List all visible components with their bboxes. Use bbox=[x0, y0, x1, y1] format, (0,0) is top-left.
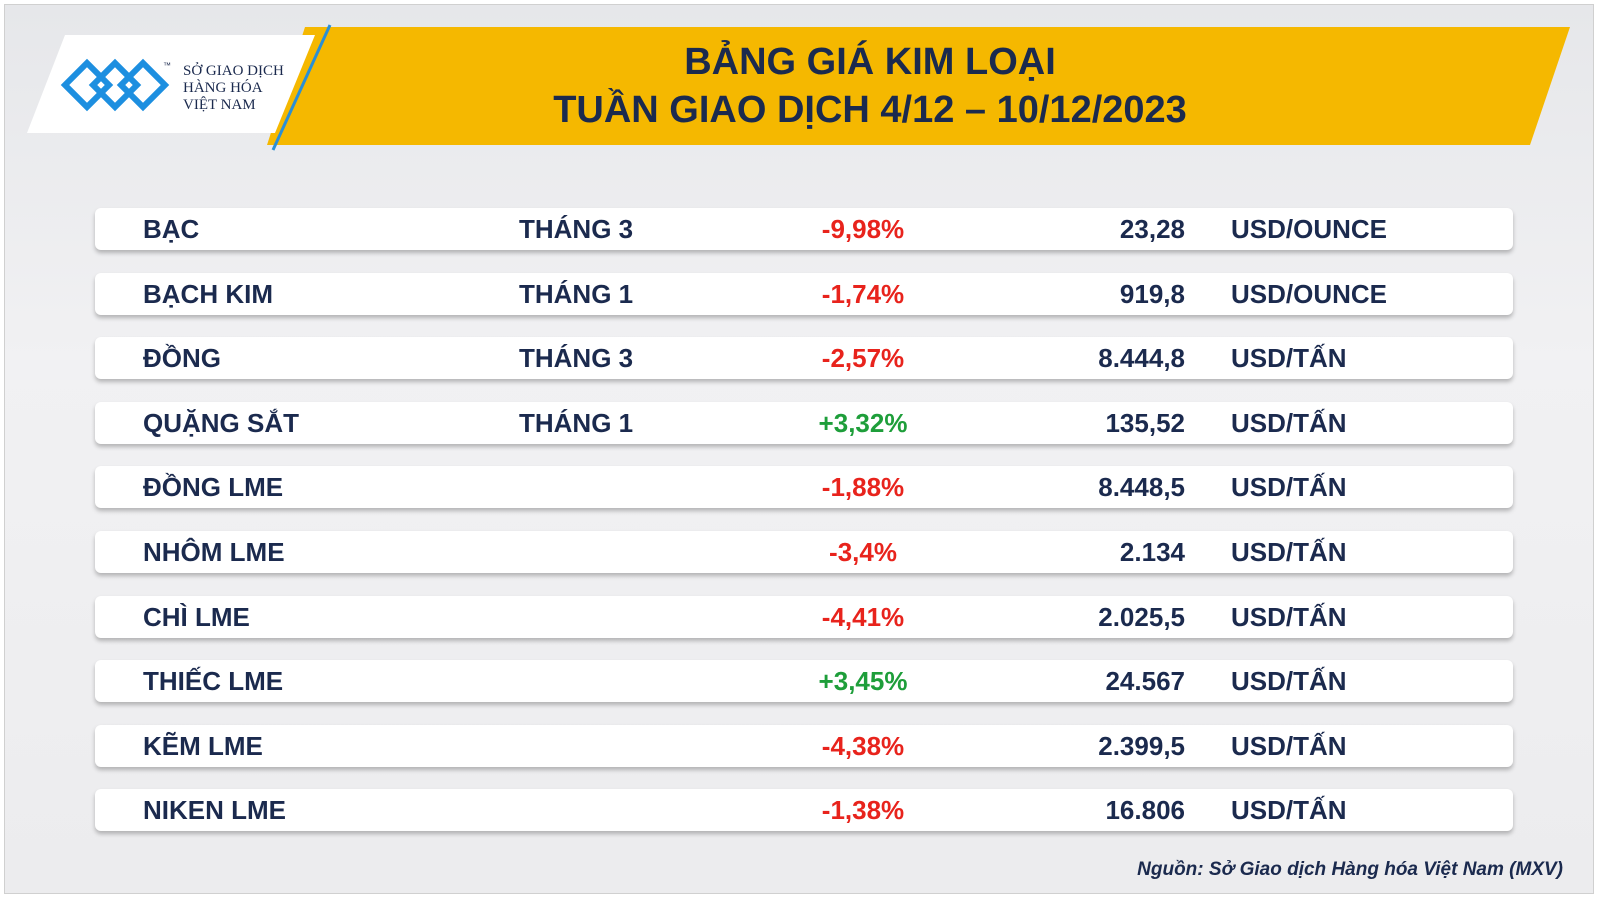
weekly-change: +3,45% bbox=[818, 666, 908, 697]
price: 8.444,8 bbox=[1098, 343, 1185, 374]
weekly-change: -1,38% bbox=[821, 795, 905, 826]
weekly-change: -4,41% bbox=[821, 601, 905, 632]
unit: USD/TẤN bbox=[1231, 407, 1347, 438]
price: 23,28 bbox=[1119, 214, 1185, 244]
logo-stripe bbox=[271, 24, 332, 151]
contract-month: THÁNG 1 bbox=[519, 407, 634, 438]
table-row: CHÌ LME -4,41% 2.025,5 USD/TẤN bbox=[95, 595, 1513, 638]
table-row: KẼM LME -4,38% 2.399,5 USD/TẤN bbox=[95, 724, 1513, 767]
unit: USD/TẤN bbox=[1231, 343, 1347, 374]
weekly-change: -1,88% bbox=[821, 472, 905, 503]
table-row: ĐỒNG LME -1,88% 8.448,5 USD/TẤN bbox=[95, 466, 1513, 509]
price: 16.806 bbox=[1105, 795, 1185, 826]
page: ™ SỞ GIAO DỊCH HÀNG HÓA VIỆT NAM BẢNG GI… bbox=[4, 4, 1594, 894]
table-row: BẠCH KIM THÁNG 1 -1,74% 919,8 USD/OUNCE bbox=[95, 272, 1513, 315]
unit: USD/TẤN bbox=[1231, 537, 1347, 567]
title: BẢNG GIÁ KIM LOẠI bbox=[684, 41, 1056, 83]
trademark: ™ bbox=[163, 61, 171, 70]
logo-line: SỞ GIAO DỊCH bbox=[183, 63, 284, 79]
unit: USD/OUNCE bbox=[1231, 278, 1388, 309]
unit: USD/TẤN bbox=[1231, 730, 1347, 761]
metal-name: ĐỒNG bbox=[143, 343, 221, 374]
unit: USD/TẤN bbox=[1231, 472, 1347, 503]
logo-line: VIỆT NAM bbox=[183, 97, 256, 113]
metal-name: NIKEN LME bbox=[143, 795, 286, 826]
price: 2.399,5 bbox=[1098, 730, 1185, 761]
price: 919,8 bbox=[1119, 278, 1185, 309]
weekly-change: -1,74% bbox=[821, 278, 905, 309]
title-banner bbox=[267, 27, 1570, 145]
metal-name: KẼM LME bbox=[143, 730, 263, 761]
unit: USD/TẤN bbox=[1231, 795, 1347, 826]
metal-name: BẠC bbox=[143, 214, 200, 244]
weekly-change: -3,4% bbox=[829, 537, 897, 567]
table-row: NIKEN LME -1,38% 16.806 USD/TẤN bbox=[95, 789, 1513, 832]
price: 24.567 bbox=[1105, 666, 1185, 697]
source: Nguồn: Sở Giao dịch Hàng hóa Việt Nam (M… bbox=[1137, 859, 1563, 880]
metal-name: NHÔM LME bbox=[143, 537, 285, 567]
price: 135,52 bbox=[1105, 407, 1185, 438]
logo-line: HÀNG HÓA bbox=[183, 80, 263, 96]
logo-mark bbox=[60, 58, 170, 112]
table-row: BẠC THÁNG 3 -9,98% 23,28 USD/OUNCE bbox=[95, 208, 1513, 250]
unit: USD/TẤN bbox=[1231, 666, 1347, 697]
price: 8.448,5 bbox=[1098, 472, 1185, 503]
weekly-change: -9,98% bbox=[821, 214, 905, 244]
metal-name: BẠCH KIM bbox=[143, 278, 273, 309]
price: 2.025,5 bbox=[1098, 601, 1185, 632]
unit: USD/OUNCE bbox=[1231, 214, 1388, 244]
table-row: ĐỒNG THÁNG 3 -2,57% 8.444,8 USD/TẤN bbox=[95, 337, 1513, 380]
metal-name: CHÌ LME bbox=[143, 601, 250, 632]
weekly-change: -2,57% bbox=[821, 343, 905, 374]
header-graphics bbox=[27, 24, 1570, 151]
metal-name: THIẾC LME bbox=[143, 666, 284, 697]
table-row: NHÔM LME -3,4% 2.134 USD/TẤN bbox=[95, 531, 1513, 573]
unit: USD/TẤN bbox=[1231, 601, 1347, 632]
weekly-change: -4,38% bbox=[821, 730, 905, 761]
table-row: QUẶNG SẮT THÁNG 1 +3,32% 135,52 USD/TẤN bbox=[95, 401, 1513, 444]
metal-name: ĐỒNG LME bbox=[143, 472, 284, 503]
contract-month: THÁNG 1 bbox=[519, 278, 634, 309]
contract-month: THÁNG 3 bbox=[519, 214, 634, 244]
logo-plate bbox=[27, 35, 315, 133]
price: 2.134 bbox=[1119, 537, 1185, 567]
title: TUẦN GIAO DỊCH 4/12 – 10/12/2023 bbox=[553, 89, 1187, 131]
weekly-change: +3,32% bbox=[818, 407, 908, 438]
metal-name: QUẶNG SẮT bbox=[143, 407, 299, 438]
table-row: THIẾC LME +3,45% 24.567 USD/TẤN bbox=[95, 660, 1513, 703]
contract-month: THÁNG 3 bbox=[519, 343, 634, 374]
